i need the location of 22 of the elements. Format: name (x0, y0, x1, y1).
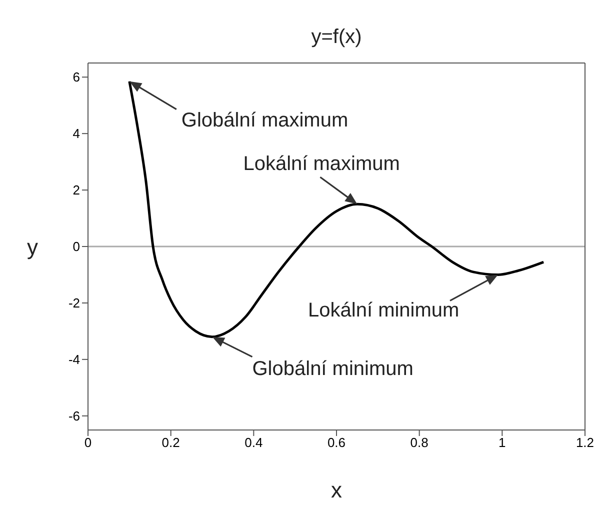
y-tick-label: 4 (72, 126, 80, 142)
annotation: Globální maximum (181, 109, 348, 132)
y-tick-label: 2 (72, 182, 80, 198)
annotation: Lokální minimum (308, 300, 460, 322)
annotation: Globální minimum (252, 358, 414, 380)
x-tick-label: 0.4 (244, 435, 263, 450)
y-tick-label: -2 (68, 296, 80, 311)
y-axis-title: y (27, 234, 38, 260)
line-series (128, 80, 545, 338)
chart-title: y=f(x) (310, 26, 363, 49)
x-tick-label: 1.2 (576, 435, 594, 450)
x-tick-label: 1 (498, 435, 506, 450)
y-tick-label: 0 (72, 239, 80, 254)
x-tick-label: 0 (84, 435, 92, 450)
x-tick-label: 0.2 (162, 435, 180, 450)
y-tick-label: 6 (72, 70, 80, 85)
x-tick-label: 0.6 (327, 435, 346, 450)
annotation: Lokální maximum (243, 153, 400, 176)
x-axis-title: x (331, 478, 342, 503)
y-tick-label: -4 (68, 352, 80, 368)
x-tick-label: 0.8 (410, 435, 428, 450)
y-tick-label: -6 (68, 408, 80, 424)
